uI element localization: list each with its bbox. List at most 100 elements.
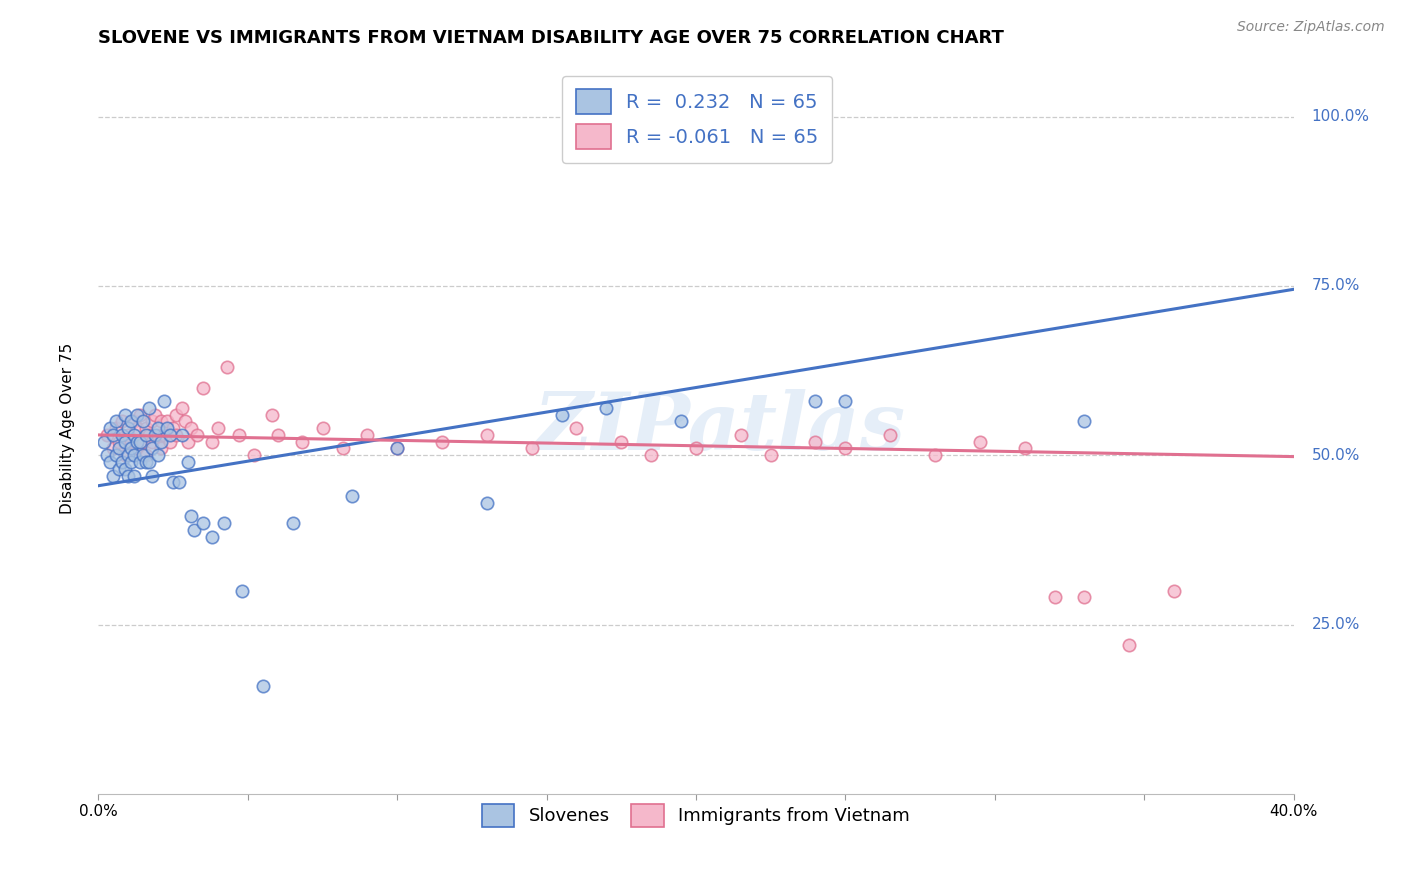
- Point: [138, 401, 160, 415]
- Text: SLOVENE VS IMMIGRANTS FROM VIETNAM DISABILITY AGE OVER 75 CORRELATION CHART: SLOVENE VS IMMIGRANTS FROM VIETNAM DISAB…: [98, 29, 1004, 47]
- Point: [177, 434, 200, 449]
- Point: [804, 394, 827, 409]
- Point: [117, 448, 139, 462]
- Point: [291, 434, 314, 449]
- Point: [207, 421, 229, 435]
- Point: [138, 428, 160, 442]
- Point: [685, 442, 707, 456]
- Point: [120, 434, 142, 449]
- Point: [969, 434, 991, 449]
- Point: [759, 448, 782, 462]
- Point: [111, 455, 134, 469]
- Point: [143, 408, 166, 422]
- Point: [260, 408, 283, 422]
- Point: [138, 455, 160, 469]
- Point: [114, 408, 136, 422]
- Point: [156, 421, 179, 435]
- Point: [159, 428, 181, 442]
- Point: [243, 448, 266, 462]
- Point: [385, 442, 409, 456]
- Point: [103, 428, 125, 442]
- Point: [156, 414, 179, 428]
- Point: [640, 448, 662, 462]
- Point: [177, 455, 200, 469]
- Point: [141, 468, 163, 483]
- Y-axis label: Disability Age Over 75: Disability Age Over 75: [60, 343, 75, 514]
- Point: [1118, 638, 1140, 652]
- Point: [150, 442, 173, 456]
- Text: ZIPatlas: ZIPatlas: [534, 390, 905, 467]
- Point: [475, 496, 498, 510]
- Point: [103, 468, 125, 483]
- Point: [96, 448, 118, 462]
- Point: [127, 421, 149, 435]
- Point: [127, 434, 149, 449]
- Point: [385, 442, 409, 456]
- Point: [267, 428, 290, 442]
- Point: [669, 414, 692, 428]
- Point: [114, 448, 136, 462]
- Point: [1073, 414, 1095, 428]
- Point: [105, 421, 128, 435]
- Text: 50.0%: 50.0%: [1312, 448, 1360, 463]
- Point: [924, 448, 946, 462]
- Point: [105, 448, 128, 462]
- Point: [111, 428, 134, 442]
- Point: [356, 428, 378, 442]
- Point: [135, 448, 157, 462]
- Point: [201, 434, 224, 449]
- Point: [132, 434, 155, 449]
- Legend: Slovenes, Immigrants from Vietnam: Slovenes, Immigrants from Vietnam: [470, 791, 922, 839]
- Point: [1043, 591, 1066, 605]
- Text: 75.0%: 75.0%: [1312, 278, 1360, 293]
- Point: [252, 679, 274, 693]
- Point: [165, 408, 187, 422]
- Point: [1073, 591, 1095, 605]
- Point: [132, 414, 155, 428]
- Point: [281, 516, 304, 530]
- Point: [108, 462, 131, 476]
- Point: [595, 401, 617, 415]
- Point: [150, 434, 173, 449]
- Point: [98, 421, 122, 435]
- Point: [96, 428, 118, 442]
- Point: [610, 434, 633, 449]
- Point: [103, 442, 125, 456]
- Text: 25.0%: 25.0%: [1312, 617, 1360, 632]
- Point: [475, 428, 498, 442]
- Point: [430, 434, 453, 449]
- Point: [132, 448, 155, 462]
- Point: [215, 360, 238, 375]
- Point: [311, 421, 333, 435]
- Point: [124, 448, 146, 462]
- Point: [228, 428, 250, 442]
- Point: [231, 583, 253, 598]
- Point: [117, 428, 139, 442]
- Point: [162, 475, 184, 490]
- Point: [93, 434, 115, 449]
- Point: [111, 414, 134, 428]
- Point: [180, 509, 202, 524]
- Point: [129, 408, 152, 422]
- Point: [153, 394, 176, 409]
- Point: [141, 434, 163, 449]
- Text: Source: ZipAtlas.com: Source: ZipAtlas.com: [1237, 20, 1385, 34]
- Point: [212, 516, 235, 530]
- Point: [135, 421, 157, 435]
- Point: [332, 442, 354, 456]
- Point: [108, 442, 131, 456]
- Point: [141, 414, 163, 428]
- Point: [174, 414, 197, 428]
- Point: [520, 442, 543, 456]
- Point: [127, 408, 149, 422]
- Point: [148, 421, 170, 435]
- Point: [804, 434, 827, 449]
- Point: [186, 428, 208, 442]
- Point: [135, 428, 157, 442]
- Point: [124, 468, 146, 483]
- Text: 100.0%: 100.0%: [1312, 109, 1369, 124]
- Point: [191, 516, 214, 530]
- Point: [153, 428, 176, 442]
- Point: [120, 455, 142, 469]
- Point: [162, 421, 184, 435]
